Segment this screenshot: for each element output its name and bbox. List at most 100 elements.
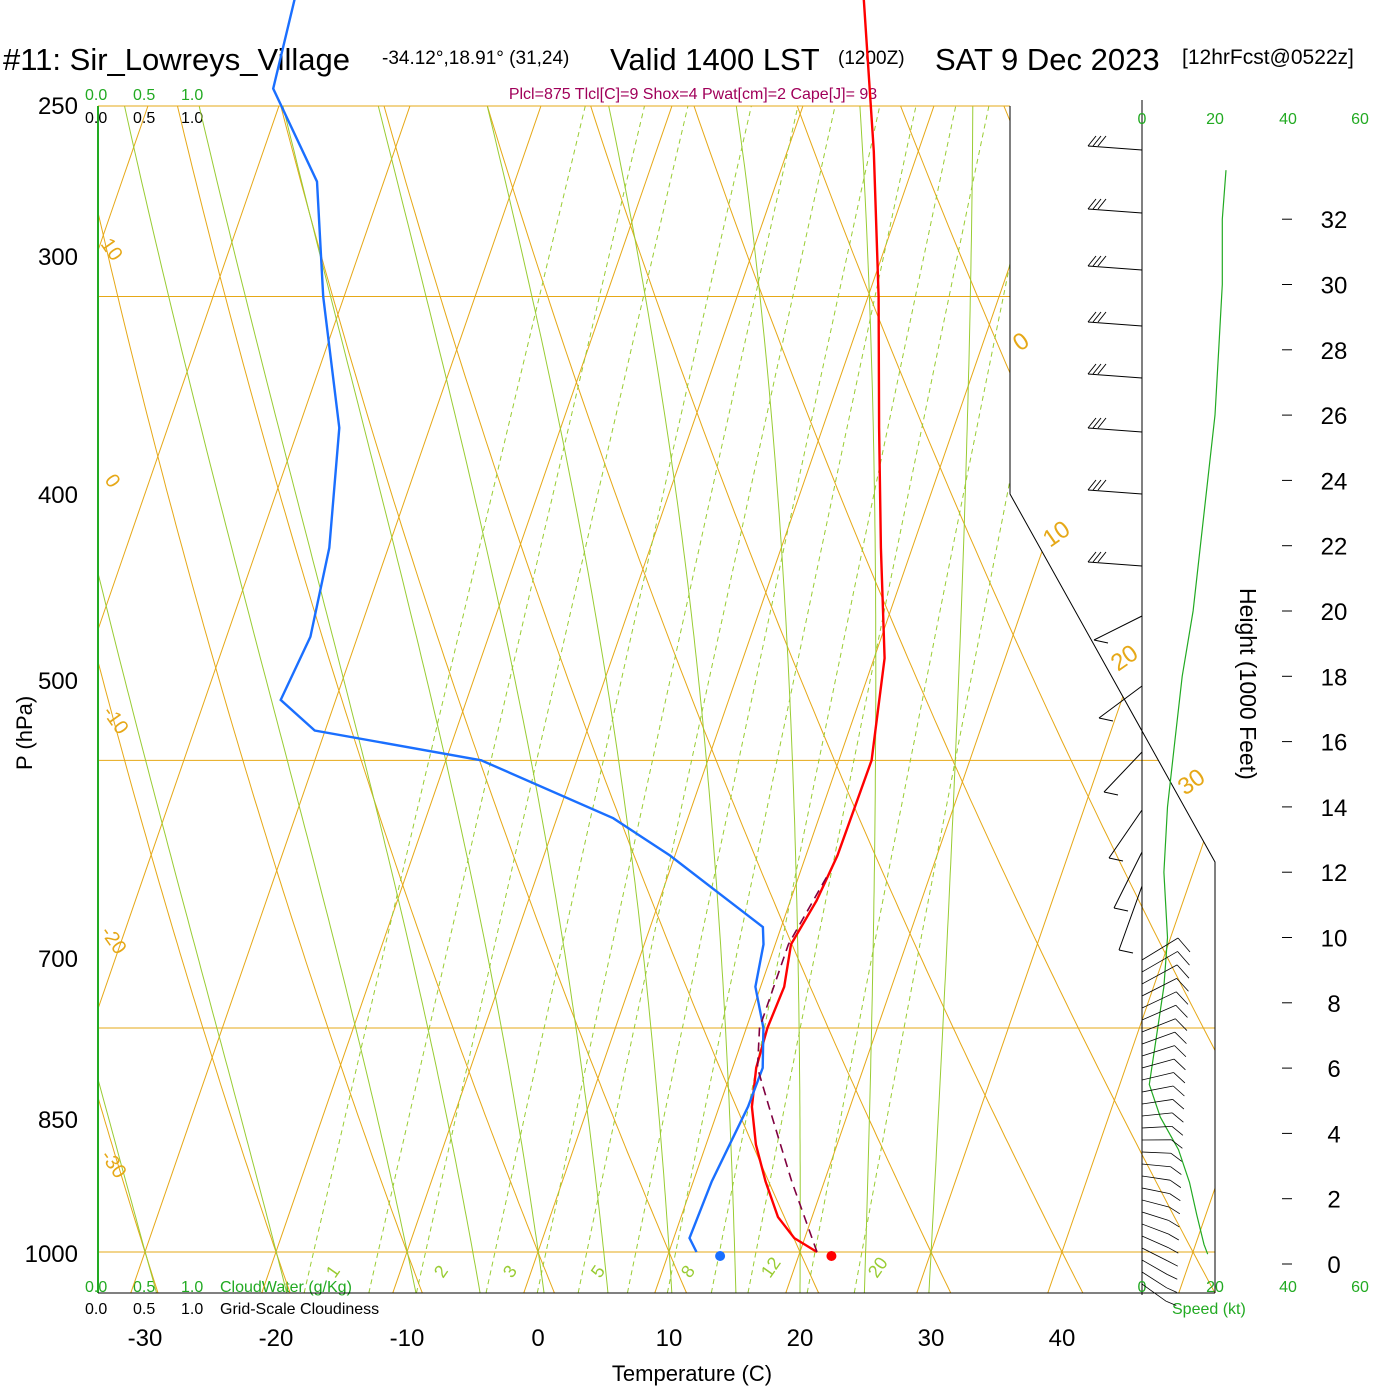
barb-flag [1097,479,1107,491]
wind-barb [1141,1045,1175,1057]
dry-adiabat-line [193,106,832,1293]
barb-flag [1167,1247,1179,1254]
speed-tick-bottom: 60 [1351,1279,1369,1296]
barb-flag [1168,1233,1179,1241]
wind-barb [1141,1112,1173,1117]
p-tick-label: 850 [38,1107,78,1134]
wind-barb [1141,1283,1167,1302]
isotherm-line [116,106,826,1293]
plot-frame [97,105,1216,1294]
cloud-scale-bottom: 0.0 0.5 1.0 CloudWater (g/Kg) 0.0 0.5 1.… [85,1279,379,1318]
wind-barb [1098,685,1143,719]
wind-barb [1141,991,1177,1009]
p-tick-label: 1000 [25,1241,78,1268]
moist-adiabat-line [98,106,298,1293]
p-tick-label: 500 [38,668,78,695]
moist-adiabat-line [418,106,738,1293]
wind-barb [1141,1259,1168,1275]
mixing-ratio-label: 2 [430,1262,452,1282]
temperature-profile [750,0,886,1254]
wind-speed-profile [1148,170,1227,1255]
isotherm-line [640,106,1215,1293]
isotherm-line [1164,106,1215,1293]
barb-flag [1118,949,1134,954]
barb-flag [1087,255,1097,267]
moist-adiabat-line [98,106,168,1293]
p-tick-label: 700 [38,946,78,973]
x-tick-label: -10 [390,1325,425,1352]
height-tick-label: 8 [1327,991,1340,1018]
cloud-bottom-green-1: 0.5 [133,1279,155,1296]
dry-adiabat-line [98,106,566,1293]
barb-flag [1176,964,1190,979]
cloud-bottom-black-0: 0.0 [85,1301,107,1318]
wind-barb [1087,427,1143,433]
barb-flag [1108,857,1124,862]
barb-flag [1171,1126,1184,1136]
height-tick-label: 30 [1321,273,1348,300]
cloud-bottom-black-2: 1.0 [181,1301,203,1318]
wind-barb [1141,1151,1172,1154]
barb-flag [1087,479,1097,491]
wind-barb [1141,964,1178,985]
zulu-time: (1200Z) [838,48,905,69]
cloud-bottom-black-1: 0.5 [133,1301,155,1318]
dry-adiabat-line [1240,0,1400,1319]
height-tick-label: 32 [1321,207,1348,234]
isotherm-label: 10 [1038,515,1075,552]
barb-flag [1174,1045,1187,1058]
height-tick-label: 14 [1321,795,1348,822]
mixing-ratio-line [742,106,1014,1293]
dry-adiabat-line [454,106,1215,1293]
barb-flag [1092,198,1102,210]
moist-adiabat-line [567,106,801,1293]
mixing-ratio-line [705,106,982,1293]
isotherm-label: 0 [1008,327,1034,357]
isotherm-label: 20 [1106,639,1143,676]
wind-barb [1141,1099,1173,1105]
barb-flag [1170,1166,1182,1175]
x-tick-label: 0 [531,1325,544,1352]
mixing-ratio-line [410,106,716,1293]
pressure-axis: 250 300 400 500 700 850 1000 P (hPa) [12,93,78,1268]
station-title: #11: Sir_Lowreys_Village [3,42,350,77]
p-tick-label: 300 [38,244,78,271]
height-tick-label: 24 [1321,468,1348,495]
barb-flag [1087,135,1097,147]
isotherm-line [0,0,39,1332]
wind-barb [1118,885,1143,951]
wind-barb [1087,489,1143,495]
barb-flag [1097,417,1107,429]
valid-time: Valid 1400 LST [610,42,820,77]
isotherm-label: 30 [1173,763,1210,800]
wind-barb [1141,1211,1169,1221]
barb-flag [1166,1300,1177,1306]
mixing-ratio-line [362,106,673,1293]
height-tick-label: 28 [1321,338,1348,365]
barb-flag [1166,1274,1178,1280]
barb-flag [1172,1112,1184,1123]
cloudwater-label: CloudWater (g/Kg) [220,1279,352,1296]
wind-barbs [1087,135,1191,1306]
stats-line: Plcl=875 Tlcl[C]=9 Shox=4 Pwat[cm]=2 Cap… [509,86,877,103]
mixing-ratio-line [801,106,1067,1293]
height-tick-label: 26 [1321,403,1348,430]
p-tick-label: 250 [38,93,78,120]
barb-flag [1172,1099,1185,1110]
barb-flag [1166,1287,1177,1293]
barb-flag [1092,311,1102,323]
barb-flag [1169,1193,1181,1202]
isotherm-line [98,106,695,1293]
barb-flag [1175,991,1189,1005]
dry-adiabat-line [367,106,1097,1293]
speed-tick-bottom: 20 [1206,1279,1224,1296]
barb-flag [1087,417,1097,429]
moist-adiabat-line [296,106,675,1293]
barb-flag [1103,791,1119,796]
wind-barb [1087,321,1143,327]
wind-barb [1141,1018,1176,1033]
temperature-axis: -30 -20 -10 0 10 20 30 40 Temperature (C… [128,1325,1076,1386]
wind-barb [1087,208,1143,214]
